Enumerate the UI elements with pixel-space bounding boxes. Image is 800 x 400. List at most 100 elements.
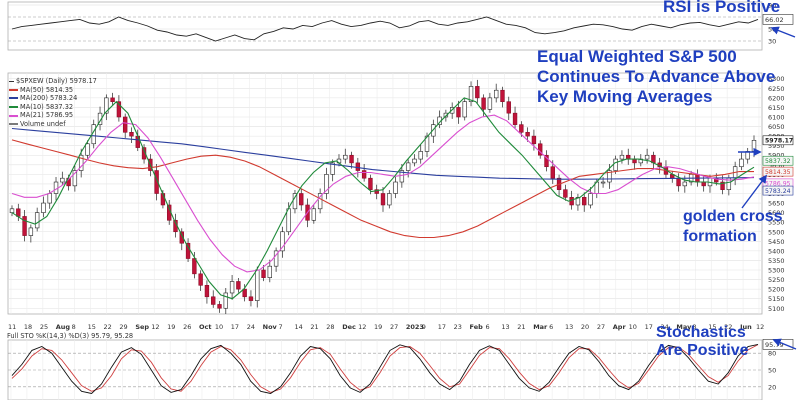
x-tick-label: Sep <box>135 323 149 331</box>
stochastics-arrow <box>772 338 797 350</box>
x-tick-label: Feb <box>470 323 484 331</box>
x-tick-label: 11 <box>8 323 16 331</box>
candle-body <box>676 177 681 187</box>
candle-body <box>34 212 40 229</box>
title-line-2: Continues To Advance Above <box>537 67 776 86</box>
x-tick-label: 12 <box>151 323 159 331</box>
candle-body <box>368 177 373 190</box>
x-tick-label: 8 <box>72 323 76 331</box>
candle-body <box>85 143 90 156</box>
candle-body <box>405 162 411 171</box>
candle-body <box>28 227 34 236</box>
stoch-line-2: Are Positive <box>656 342 749 359</box>
x-tick-label: 22 <box>724 323 732 331</box>
candle-body <box>248 296 254 301</box>
candle-body <box>751 139 757 152</box>
price-value-label: 5978.17 <box>765 138 793 145</box>
candle-body <box>349 154 354 164</box>
candle-body <box>317 193 323 210</box>
stochastics-annotation: Stochastics Are Positive <box>656 324 749 361</box>
candle-body <box>286 208 291 233</box>
candle-body <box>217 304 222 309</box>
legend-ma10: MA(10) 5837.32 <box>9 103 97 112</box>
candle-body <box>343 154 348 160</box>
candle-body <box>619 154 625 160</box>
candle-body <box>582 197 587 206</box>
candle-body <box>600 181 606 184</box>
candle-body <box>626 154 631 160</box>
candle-body <box>563 189 568 198</box>
candle-body <box>512 112 518 125</box>
price-tick-label: 5650 <box>768 200 785 208</box>
rsi-tick-label: 30 <box>768 38 776 46</box>
candle-body <box>273 250 279 267</box>
candle-body <box>720 181 725 190</box>
candle-body <box>116 101 122 118</box>
stoch-line-1: Stochastics <box>656 324 746 341</box>
candle-body <box>493 89 499 99</box>
x-tick-label: 17 <box>645 323 653 331</box>
ma10-line <box>11 97 755 300</box>
candle-body <box>223 292 228 309</box>
price-value-label: 5786.95 <box>765 181 791 188</box>
x-tick-label: 13 <box>565 323 573 331</box>
x-tick-label: 22 <box>103 323 111 331</box>
candle-body <box>550 166 555 179</box>
candle-body <box>110 97 115 102</box>
price-tick-label: 5300 <box>768 267 785 275</box>
sto-tick-label: 50 <box>768 367 776 375</box>
candle-body <box>443 112 449 118</box>
x-tick-label: 12 <box>756 323 764 331</box>
candle-body <box>701 181 706 187</box>
candle-body <box>255 269 260 301</box>
candle-body <box>481 97 486 110</box>
x-tick-label: Aug <box>56 323 71 331</box>
candle-body <box>525 131 530 137</box>
x-tick-label: 27 <box>597 323 605 331</box>
candle-body <box>531 135 537 145</box>
price-tick-label: 5150 <box>768 295 785 303</box>
price-value-tag <box>762 135 794 146</box>
x-tick-label: 6 <box>549 323 553 331</box>
x-tick-label: 10 <box>215 323 223 331</box>
stochastic-legend: Full STO %K(14,3) %D(3) 95.79, 95.28 <box>7 332 134 340</box>
x-tick-label: 24 <box>247 323 255 331</box>
rsi-last-value-label: 66.02 <box>765 16 784 24</box>
candle-body <box>261 269 266 278</box>
candle-body <box>682 181 688 187</box>
candle-body <box>198 273 203 286</box>
rsi-tick-label: 90 <box>768 2 776 10</box>
candle-body <box>739 158 744 168</box>
x-tick-label: 14 <box>294 323 302 331</box>
x-tick-label: 28 <box>326 323 334 331</box>
sto-tick-label: 20 <box>768 383 776 391</box>
golden-line-2: formation <box>683 228 757 245</box>
price-value-tag <box>762 155 794 166</box>
candle-body <box>78 154 84 171</box>
title-line-3: Key Moving Averages <box>537 87 713 106</box>
price-tick-label: 5500 <box>768 228 785 236</box>
candle-body <box>506 101 511 114</box>
x-tick-label: Oct <box>199 323 212 331</box>
rsi-arrow <box>770 26 796 38</box>
price-legend: $SPXEW (Daily) 5978.17 MA(50) 5814.35 MA… <box>9 77 97 129</box>
x-tick-label: Nov <box>263 323 278 331</box>
price-value-tag <box>762 185 794 196</box>
candle-body <box>299 193 304 206</box>
candle-body <box>123 116 128 133</box>
ma21-swatch <box>9 114 18 117</box>
candle-body <box>311 208 317 221</box>
price-tick-label: 5200 <box>768 286 785 294</box>
sto-tick-label: 80 <box>768 350 776 358</box>
legend-ma21: MA(21) 5786.95 <box>9 111 97 120</box>
x-tick-label: 8 <box>692 323 696 331</box>
candle-body <box>380 193 386 206</box>
candle-body <box>330 162 335 175</box>
x-tick-label: 18 <box>24 323 32 331</box>
candle-body <box>41 202 46 213</box>
candle-body <box>487 97 493 110</box>
candle-body <box>519 124 524 133</box>
x-tick-label: 21 <box>517 323 525 331</box>
ma10-swatch <box>9 106 18 109</box>
